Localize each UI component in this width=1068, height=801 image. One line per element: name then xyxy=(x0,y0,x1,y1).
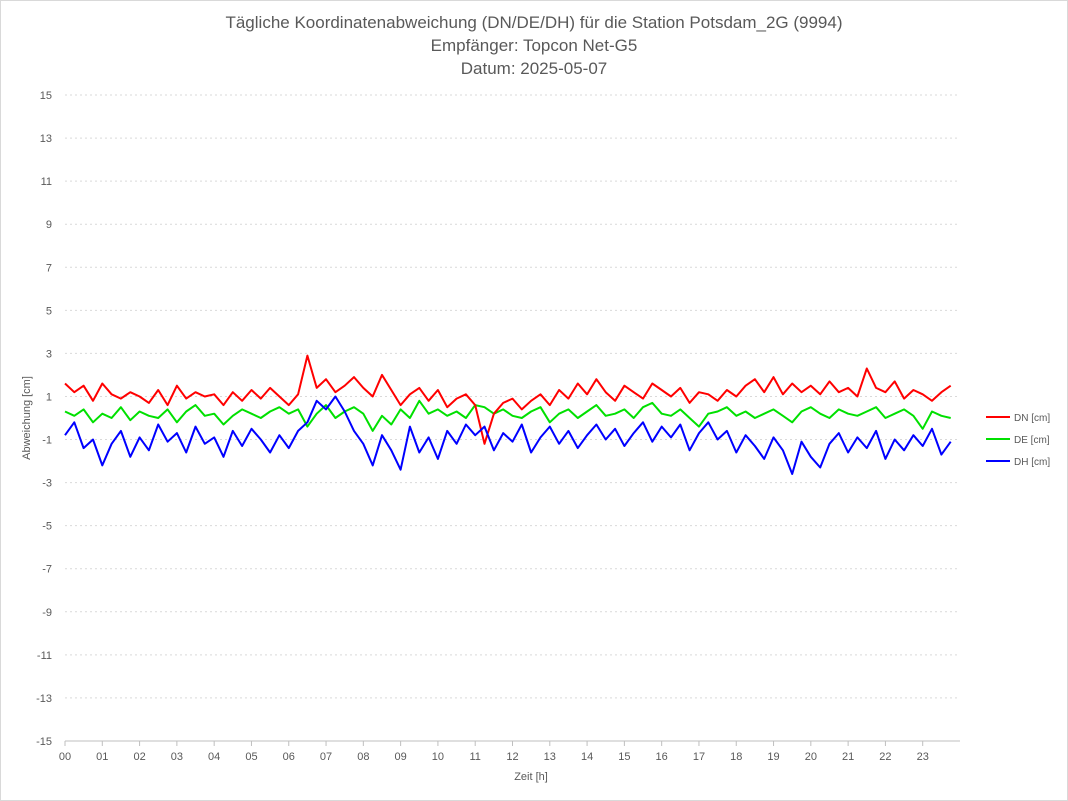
x-tick-label: 22 xyxy=(879,751,891,763)
y-tick-label: 1 xyxy=(46,391,52,403)
x-tick-label: 13 xyxy=(544,751,556,763)
y-tick-label: -9 xyxy=(42,607,52,619)
x-tick-label: 16 xyxy=(656,751,668,763)
legend-label-dh: DH [cm] xyxy=(1014,457,1050,468)
x-tick-label: 18 xyxy=(730,751,742,763)
chart-subtitle-receiver: Empfänger: Topcon Net-G5 xyxy=(430,36,638,55)
y-tick-label: -5 xyxy=(42,521,52,533)
x-tick-label: 19 xyxy=(767,751,779,763)
grid-lines xyxy=(65,94,960,742)
y-tick-label: 11 xyxy=(41,176,52,188)
x-tick-label: 14 xyxy=(581,751,593,763)
x-tick-label: 23 xyxy=(917,751,929,763)
y-tick-label: 3 xyxy=(46,348,52,360)
x-tick-label: 21 xyxy=(842,751,854,763)
x-tick-label: 09 xyxy=(395,751,407,763)
y-tick-label: 5 xyxy=(46,305,52,317)
y-tick-label: 9 xyxy=(46,219,52,231)
y-axis-label: Abweichung [cm] xyxy=(21,376,33,460)
chart-title: Tägliche Koordinatenabweichung (DN/DE/DH… xyxy=(225,13,843,32)
x-tick-label: 05 xyxy=(245,751,257,763)
y-tick-label: -1 xyxy=(42,435,52,447)
y-tick-label: 13 xyxy=(40,133,52,145)
x-tick-label: 04 xyxy=(208,751,220,763)
legend-label-de: DE [cm] xyxy=(1014,435,1050,446)
x-tick-label: 12 xyxy=(506,751,518,763)
x-tick-labels: 00 01 02 03 04 05 06 07 08 09 10 11 12 13 14 15 16 17 18 19… xyxy=(59,741,929,763)
chart-subtitle-date: Datum: 2025-05-07 xyxy=(460,59,608,78)
x-tick-label: 15 xyxy=(618,751,630,763)
x-axis-label: Zeit [h] xyxy=(514,771,548,783)
x-tick-label: 03 xyxy=(171,751,183,763)
x-tick-label: 17 xyxy=(693,751,705,763)
y-tick-label: 7 xyxy=(46,262,52,274)
x-tick-label: 06 xyxy=(283,751,295,763)
y-tick-label: -3 xyxy=(42,478,52,490)
y-tick-label: -13 xyxy=(36,693,52,705)
x-tick-label: 10 xyxy=(432,751,444,763)
legend: DN [cm] DE [cm] DH [cm] xyxy=(986,413,1050,468)
y-tick-label: -15 xyxy=(36,736,52,748)
x-tick-label: 00 xyxy=(59,751,71,763)
y-tick-label: 15 xyxy=(40,90,52,102)
y-tick-labels: 15 13 11 9 7 5 3 1 -1 -3 -5 -7 -9 -11 -13 -15 xyxy=(36,90,52,748)
x-tick-label: 01 xyxy=(96,751,108,763)
series-line-de xyxy=(64,399,951,432)
legend-label-dn: DN [cm] xyxy=(1014,413,1050,424)
x-tick-label: 20 xyxy=(805,751,817,763)
series-line-dn xyxy=(64,354,952,445)
series-line-dh xyxy=(64,395,952,475)
x-tick-label: 02 xyxy=(133,751,145,763)
x-tick-label: 07 xyxy=(320,751,332,763)
y-tick-label: -7 xyxy=(42,564,52,576)
x-tick-label: 08 xyxy=(357,751,369,763)
y-tick-label: -11 xyxy=(37,650,52,662)
series-lines xyxy=(64,354,952,475)
x-tick-label: 11 xyxy=(469,751,480,763)
